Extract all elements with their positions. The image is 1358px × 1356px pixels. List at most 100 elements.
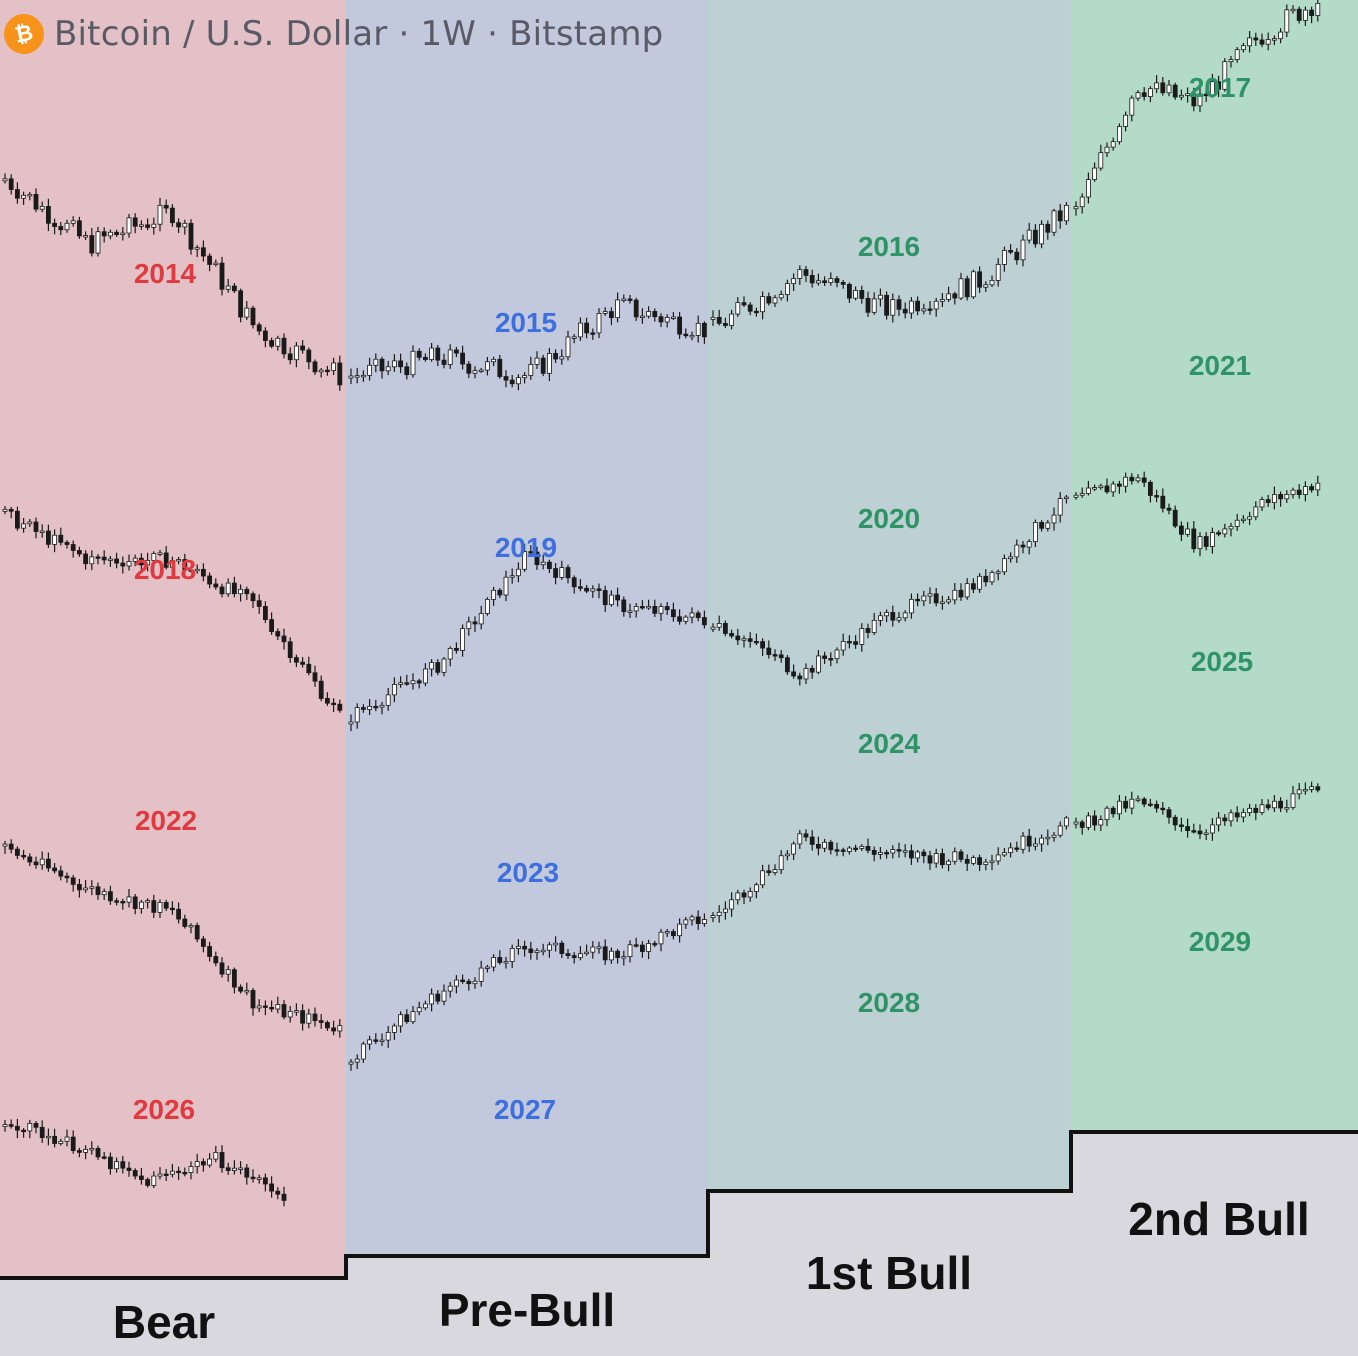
- candle-body: [46, 206, 51, 224]
- candle-body: [213, 956, 219, 964]
- candle-body: [971, 583, 976, 590]
- candle-body: [658, 316, 664, 323]
- candle-body: [21, 523, 27, 529]
- candle-body: [847, 847, 852, 852]
- candle-body: [828, 658, 834, 661]
- candle-body: [695, 612, 701, 619]
- candle-body: [163, 902, 169, 909]
- candle-body: [1160, 807, 1166, 811]
- candle-body: [33, 193, 39, 210]
- candlestick-series: [2, 0, 1321, 1207]
- candle-body: [194, 247, 200, 250]
- candle-body: [915, 300, 920, 312]
- candle-body: [754, 310, 759, 314]
- candle-body: [151, 900, 157, 913]
- candle-body: [256, 1177, 262, 1180]
- candle-body: [331, 1027, 337, 1032]
- candle-body: [219, 262, 225, 290]
- candle-body: [633, 299, 639, 318]
- candle-body: [921, 308, 927, 312]
- candle-body: [83, 1148, 88, 1153]
- candle-body: [1073, 494, 1079, 498]
- candle-body: [1253, 37, 1259, 41]
- candle-body: [652, 606, 658, 614]
- candle-body: [1191, 528, 1197, 550]
- candle-body: [640, 944, 645, 952]
- candle-body: [921, 595, 927, 602]
- candle-body: [453, 648, 459, 651]
- candle-body: [534, 551, 540, 566]
- candle-body: [188, 569, 194, 572]
- candle-body: [797, 833, 803, 845]
- candle-body: [695, 916, 701, 924]
- candle-body: [497, 589, 503, 596]
- year-label-2026: 2026: [133, 1094, 195, 1125]
- candle-body: [318, 680, 324, 699]
- candle-body: [269, 619, 275, 632]
- candle-body: [1247, 516, 1252, 520]
- candle-body: [664, 317, 670, 323]
- candle-body: [108, 231, 113, 237]
- phase-staircase-line: [0, 1130, 1358, 1280]
- candle-body: [983, 861, 989, 865]
- candle-body: [410, 680, 416, 685]
- candle-body: [584, 587, 589, 592]
- candle-body: [1141, 92, 1147, 97]
- candle-body: [373, 705, 379, 709]
- candle-body: [1265, 39, 1271, 45]
- candle-body: [447, 985, 453, 992]
- candle-body: [509, 948, 515, 962]
- candle-body: [1148, 88, 1153, 97]
- candle-body: [1197, 830, 1203, 835]
- candle-body: [385, 366, 391, 372]
- candle-body: [1222, 817, 1228, 822]
- candle-body: [287, 641, 293, 659]
- year-label-2027: 2027: [494, 1094, 556, 1125]
- candle-body: [151, 223, 157, 228]
- candle-body: [200, 247, 206, 257]
- candle-body: [219, 1152, 225, 1169]
- candle-body: [1033, 229, 1038, 245]
- candle-body: [416, 1007, 422, 1013]
- candle-body: [627, 298, 633, 301]
- candle-body: [578, 322, 583, 338]
- candle-body: [1222, 528, 1228, 535]
- candle-body: [163, 552, 169, 568]
- candle-body: [126, 561, 132, 567]
- candle-body: [478, 967, 484, 982]
- candle-body: [281, 635, 287, 643]
- candle-body: [778, 654, 784, 659]
- candle-body: [735, 302, 741, 315]
- candle-body: [946, 293, 951, 300]
- candle-body: [971, 857, 976, 864]
- candle-body: [772, 654, 778, 657]
- candle-body: [503, 576, 509, 596]
- candle-body: [58, 226, 64, 231]
- candle-body: [46, 858, 51, 869]
- candle-body: [528, 551, 534, 554]
- candle-body: [89, 1148, 95, 1151]
- candle-body: [1098, 152, 1104, 169]
- candle-body: [565, 567, 571, 579]
- candle-body: [609, 594, 614, 606]
- candle-body: [1064, 204, 1069, 222]
- candle-body: [890, 612, 896, 621]
- candle-body: [766, 296, 772, 304]
- candle-body: [225, 969, 231, 975]
- candle-body: [114, 1161, 119, 1170]
- candle-body: [890, 299, 896, 316]
- candle-body: [367, 364, 373, 376]
- candle-body: [27, 1122, 33, 1132]
- candle-body: [337, 362, 343, 386]
- candle-body: [225, 285, 231, 290]
- candle-body: [39, 530, 45, 533]
- candle-body: [491, 957, 497, 968]
- candle-body: [553, 353, 558, 360]
- candle-body: [683, 333, 689, 337]
- candle-body: [244, 1167, 250, 1178]
- candle-body: [1278, 31, 1283, 40]
- candle-body: [1185, 826, 1190, 831]
- candle-body: [306, 1013, 312, 1024]
- candle-body: [58, 534, 64, 543]
- candle-body: [884, 852, 889, 855]
